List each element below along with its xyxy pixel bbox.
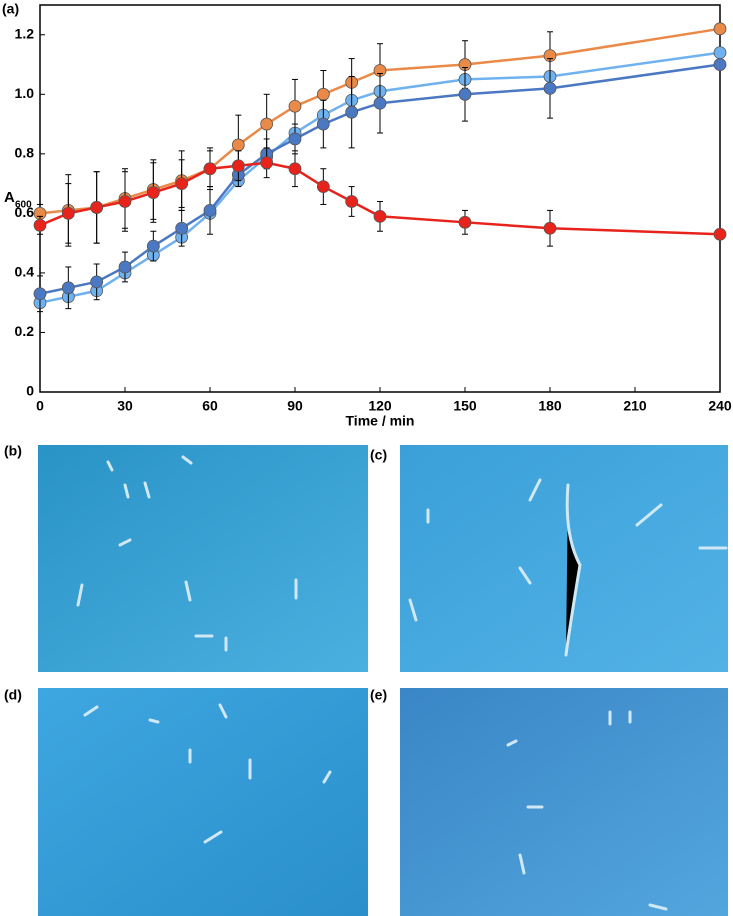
panel-label: (b) (4, 443, 22, 459)
data-point (203, 204, 217, 217)
cells (408, 478, 728, 657)
y-tick-label: 1.0 (15, 85, 35, 101)
x-tick-label: 150 (453, 398, 477, 414)
data-point (543, 221, 557, 235)
micrograph (38, 688, 368, 916)
cells (506, 710, 668, 911)
panel-label: (c) (370, 447, 387, 463)
y-tick-label: 0.4 (15, 264, 35, 280)
micrographs (38, 445, 728, 916)
y-axis-label-subscript: 600 (15, 200, 32, 211)
data-point (61, 206, 75, 220)
series-line (39, 51, 721, 304)
series-line (39, 161, 721, 236)
data-point (33, 287, 47, 301)
y-tick-label: 0.8 (15, 145, 35, 161)
data-point (458, 87, 472, 101)
data-point (345, 195, 359, 208)
data-point (316, 180, 330, 193)
micrograph (400, 688, 728, 916)
data-point (288, 162, 302, 176)
data-point (316, 87, 330, 101)
data-point (713, 227, 727, 241)
x-tick-label: 90 (287, 398, 303, 414)
data-point (146, 186, 160, 199)
micrograph (400, 445, 728, 672)
data-point (61, 281, 75, 295)
data-point (316, 117, 330, 131)
x-tick-label: 210 (623, 398, 647, 414)
micrograph (38, 445, 368, 672)
data-point (260, 117, 274, 131)
data-point (713, 58, 727, 71)
x-tick-label: 60 (202, 398, 218, 414)
panel-label: (a) (2, 1, 19, 17)
data-point (231, 159, 245, 173)
x-tick-label: 30 (117, 398, 133, 414)
y-axis-label: A (4, 189, 15, 206)
x-tick-label: 120 (368, 398, 392, 414)
data-point (118, 195, 132, 208)
data-point (90, 275, 104, 289)
data-point (458, 215, 472, 229)
panel-label: (d) (4, 687, 22, 703)
x-axis-label: Time / min (346, 413, 415, 429)
data-point (146, 239, 160, 253)
data-point (543, 81, 557, 95)
y-tick-label: 0.6 (15, 204, 35, 220)
data-point (260, 156, 274, 170)
data-point (90, 201, 104, 214)
series-line (39, 27, 721, 215)
data-point (713, 22, 727, 36)
panel-label: (e) (370, 687, 387, 703)
x-tick-label: 240 (708, 398, 732, 414)
x-tick-label: 180 (538, 398, 562, 414)
y-tick-label: 0 (26, 383, 34, 399)
data-point (713, 46, 727, 60)
data-point (288, 99, 302, 113)
data-point (203, 162, 217, 176)
data-point (33, 218, 47, 232)
data-point (345, 105, 359, 119)
data-point (175, 221, 189, 235)
data-point (373, 96, 387, 110)
data-point (288, 132, 302, 146)
y-tick-label: 1.2 (15, 25, 35, 41)
cells (83, 703, 332, 844)
y-tick-label: 0.2 (15, 323, 35, 339)
data-point (231, 138, 245, 152)
data-point (118, 260, 132, 274)
data-point (175, 177, 189, 191)
x-tick-label: 0 (36, 398, 44, 414)
cells (76, 455, 298, 652)
data-point (373, 209, 387, 223)
